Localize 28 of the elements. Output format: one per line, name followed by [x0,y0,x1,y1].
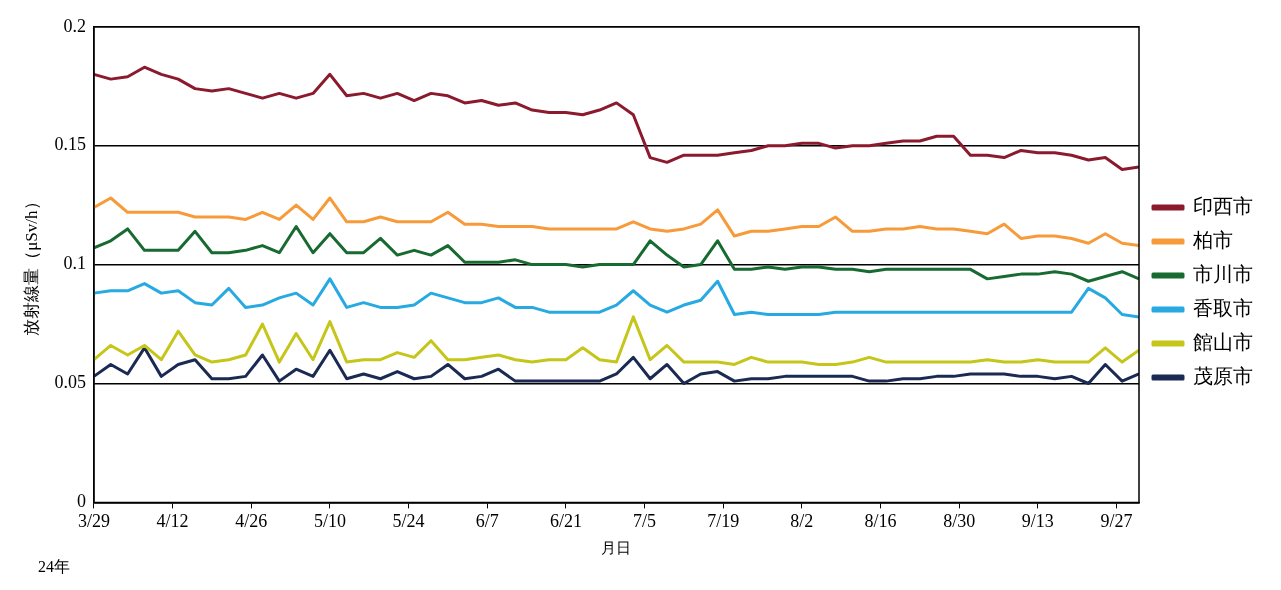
x-tick-label: 9/13 [1021,510,1054,531]
x-tick-label: 7/5 [633,510,657,531]
x-axis-title: 月日 [601,539,632,556]
y-tick-label: 0.2 [63,15,86,36]
legend-label: 柏市 [1192,228,1233,251]
x-tick-label: 6/7 [475,510,499,531]
x-tick-label: 7/19 [707,510,740,531]
y-tick-label: 0 [76,491,86,512]
y-tick-label: 0.05 [54,372,86,393]
x-tick-label: 9/27 [1100,510,1133,531]
legend-label: 印西市 [1193,194,1253,217]
x-tick-label: 3/29 [77,510,110,531]
x-tick-label: 4/26 [235,510,268,531]
y-tick-label: 0.1 [63,253,86,274]
legend-label: 香取市 [1193,296,1253,319]
legend-label: 茂原市 [1193,364,1253,387]
x-tick-label: 8/16 [864,510,897,531]
x-tick-label: 6/21 [549,510,582,531]
legend-label: 館山市 [1193,330,1253,353]
x-tick-label: 5/24 [392,510,425,531]
y-tick-label: 0.15 [54,134,86,155]
y-axis-title: 放射線量（μSv/h） [21,193,41,336]
x-tick-label: 8/2 [790,510,814,531]
x-tick-label: 5/10 [313,510,346,531]
x-tick-label: 4/12 [156,510,189,531]
text: 24年 [38,558,70,576]
legend-label: 市川市 [1193,262,1253,285]
x-tick-label: 8/30 [943,510,976,531]
